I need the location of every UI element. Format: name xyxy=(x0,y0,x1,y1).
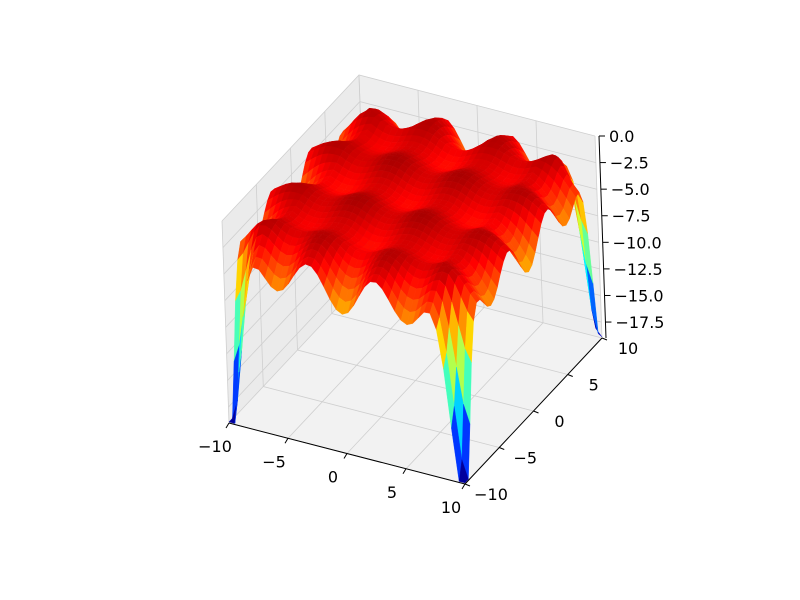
tick-labels: −10 −5 0 5 10 −10 −5 0 5 10 0.0 −2.5 −5.0 −7.5 −10.0 −1… xyxy=(198,127,664,517)
y-tick-label: −5 xyxy=(513,449,537,468)
x-tick-label: −10 xyxy=(198,437,232,456)
y-tick-mark xyxy=(533,410,539,414)
x-tick-label: 0 xyxy=(328,468,338,487)
surface-mesh xyxy=(228,107,603,484)
x-tick-label: −5 xyxy=(262,452,286,471)
surface-face xyxy=(458,459,469,484)
x-tick-label: 10 xyxy=(441,498,461,517)
x-tick-mark xyxy=(461,483,466,490)
z-gridline xyxy=(221,74,596,222)
z-tick-label: −5.0 xyxy=(611,180,650,199)
z-tick-label: −2.5 xyxy=(610,154,649,173)
x-tick-mark xyxy=(284,437,289,444)
z-tick-label: −15.0 xyxy=(615,286,664,305)
axes-lines xyxy=(225,135,612,490)
y-tick-label: 10 xyxy=(618,339,638,358)
y-tick-mark xyxy=(567,374,573,377)
z-tick-label: −10.0 xyxy=(613,233,662,252)
z-axis-line xyxy=(598,135,607,339)
x-tick-label: 5 xyxy=(387,483,397,502)
z-tick-label: −7.5 xyxy=(612,207,651,226)
y-tick-label: 0 xyxy=(554,412,564,431)
y-tick-mark xyxy=(601,337,608,341)
z-tick-label: 0.0 xyxy=(609,127,634,146)
z-tick-label: −17.5 xyxy=(615,313,664,332)
y-tick-mark xyxy=(464,483,471,487)
y-tick-label: 5 xyxy=(589,376,599,395)
y-tick-label: −10 xyxy=(474,485,508,504)
y-tick-mark xyxy=(499,447,505,450)
x-tick-mark xyxy=(343,453,348,459)
x-tick-mark xyxy=(402,468,407,475)
x-tick-mark xyxy=(225,422,230,429)
z-tick-label: −12.5 xyxy=(614,260,663,279)
